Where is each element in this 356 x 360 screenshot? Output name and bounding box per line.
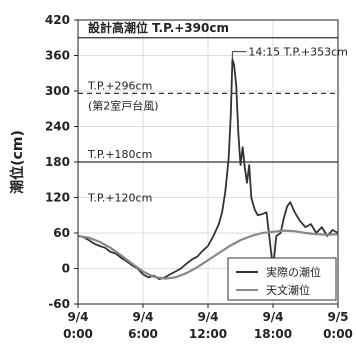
legend-label: 実際の潮位 [266, 265, 321, 279]
x-tick-label: 9/5 [327, 310, 348, 324]
y-axis-label: 潮位(cm) [9, 130, 26, 194]
y-tick-label: 240 [45, 120, 70, 134]
reference-label-muroto: T.P.+296cm [87, 79, 152, 92]
x-tick-label: 0:00 [63, 327, 93, 341]
y-tick-label: 180 [45, 155, 70, 169]
x-tick-label: 9/4 [132, 310, 153, 324]
y-tick-label: -60 [48, 297, 70, 311]
series-lines [77, 58, 339, 281]
peak-annotation-label: 14:15 T.P.+353cm [248, 46, 348, 59]
y-tick-label: 120 [45, 191, 70, 205]
x-tick-label: 0:00 [323, 327, 353, 341]
x-tick-label: 18:00 [254, 327, 292, 341]
x-tick-label: 9/4 [262, 310, 283, 324]
axis-ticks: -60 0 60 120 180 240 300 360 420 9/4 0:00 9/4 6:00 9/… [45, 13, 353, 341]
annotations: 設計高潮位 T.P.+390cm T.P.+296cm (第2室戸台風) T.P.+1… [87, 20, 348, 205]
reference-lines [78, 37, 338, 163]
reference-label-tp180: T.P.+180cm [87, 148, 152, 161]
series-astronomical-line [77, 229, 339, 280]
x-tick-label: 9/4 [197, 310, 218, 324]
reference-label-tp120: T.P.+120cm [87, 192, 152, 205]
x-tick-label: 9/4 [67, 310, 88, 324]
y-tick-label: 0 [62, 262, 70, 276]
series-observed-line [77, 58, 339, 281]
x-tick-label: 12:00 [189, 327, 227, 341]
y-tick-label: 420 [45, 13, 70, 27]
reference-sublabel-muroto: (第2室戸台風) [88, 98, 159, 112]
legend-label: 天文潮位 [266, 283, 310, 297]
legend-box [227, 257, 337, 301]
reference-label-design: 設計高潮位 T.P.+390cm [88, 20, 229, 35]
y-tick-label: 360 [45, 49, 70, 63]
x-tick-label: 6:00 [128, 327, 158, 341]
y-tick-label: 300 [45, 84, 70, 98]
y-tick-label: 60 [53, 226, 70, 240]
